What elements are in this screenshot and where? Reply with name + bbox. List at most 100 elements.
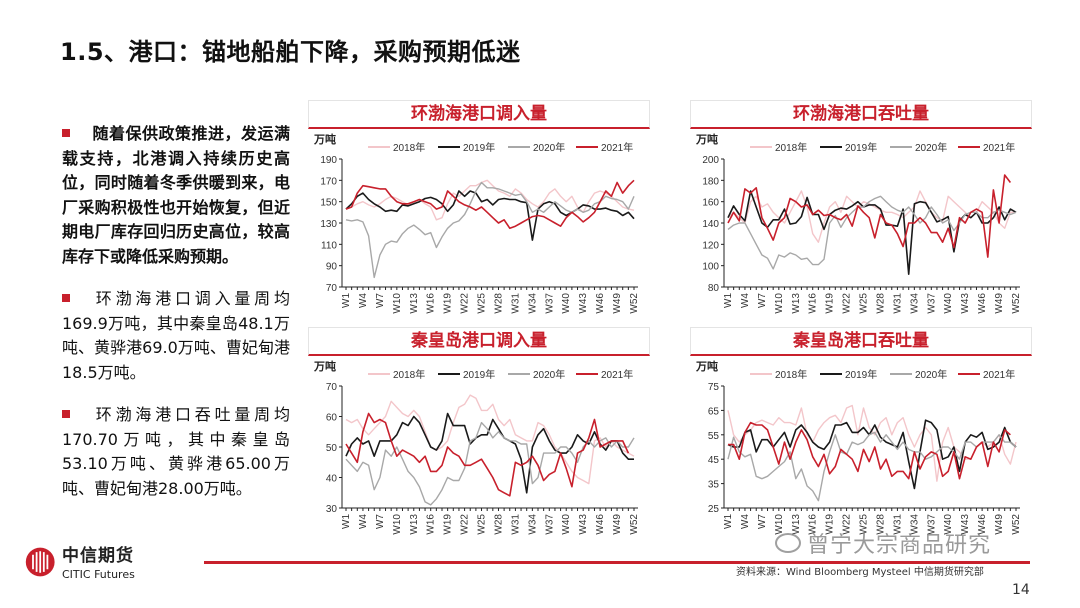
y-axis-unit: 万吨: [695, 359, 718, 373]
y-tick-label: 200: [702, 155, 719, 166]
legend-label: 2019年: [463, 141, 495, 154]
x-tick-label: W46: [595, 293, 606, 314]
legend-label: 2019年: [463, 368, 495, 381]
footer-divider: [204, 561, 1030, 564]
watermark: 曾宁大宗商品研究: [775, 533, 991, 558]
chart-title: 环渤海港口吞吐量: [690, 100, 1032, 129]
x-tick-label: W4: [740, 293, 751, 308]
y-tick-label: 50: [326, 443, 338, 454]
bullet-item: 环渤海港口调入量周均169.9万吨，其中秦皇岛48.1万吨、黄骅港69.0万吨、…: [62, 289, 290, 382]
legend-label: 2018年: [393, 368, 425, 381]
chart-bohai-inflow: 万吨 2018年 2019年 2020年 2021年 70 90 110 130 150 170 19…: [313, 132, 640, 314]
x-tick-label: W16: [426, 514, 437, 535]
x-tick-label: W49: [612, 514, 623, 535]
logo-name-en: CITIC Futures: [62, 568, 135, 581]
y-tick-label: 140: [702, 219, 719, 230]
legend-label: 2021年: [601, 141, 633, 154]
y-axis-unit: 万吨: [313, 132, 336, 146]
legend-label: 2018年: [775, 141, 807, 154]
y-tick-label: 45: [708, 455, 720, 466]
x-tick-label: W4: [740, 514, 751, 529]
chart-panel-bohai-inflow: 环渤海港口调入量 万吨 2018年 2019年 2020年 2021年 70 90 110 13…: [308, 100, 650, 325]
y-tick-label: 90: [326, 262, 338, 273]
y-axis-unit: 万吨: [313, 359, 336, 373]
x-tick-label: W10: [392, 514, 403, 535]
x-tick-label: W43: [578, 293, 589, 314]
wechat-icon: [775, 533, 801, 553]
y-tick-label: 65: [708, 406, 720, 417]
x-tick-label: W16: [808, 514, 819, 535]
x-tick-label: W22: [842, 293, 853, 314]
x-tick-label: W13: [409, 293, 420, 314]
chart-qhd-inflow: 万吨 2018年 2019年 2020年 2021年 30 40 50 60 70 W1 W4 W7 W1…: [313, 359, 640, 535]
source-note: 资料来源：Wind Bloomberg Mysteel 中信期货研究部: [736, 567, 984, 578]
x-tick-label: W37: [544, 293, 555, 314]
x-tick-label: W31: [892, 514, 903, 535]
bullet-square-icon: [62, 410, 70, 418]
x-tick-label: W25: [859, 514, 870, 535]
x-tick-label: W25: [859, 293, 870, 314]
x-tick-label: W10: [774, 293, 785, 314]
legend-label: 2020年: [533, 368, 565, 381]
series-line-2018: [345, 179, 635, 221]
legend-label: 2020年: [915, 368, 947, 381]
x-tick-label: W28: [875, 514, 886, 535]
legend-label: 2019年: [845, 141, 877, 154]
x-tick-label: W43: [960, 514, 971, 535]
x-tick-label: W31: [510, 514, 521, 535]
x-tick-label: W28: [875, 293, 886, 314]
x-tick-label: W49: [994, 293, 1005, 314]
x-tick-label: W40: [561, 293, 572, 314]
legend-label: 2021年: [983, 368, 1015, 381]
x-tick-label: W52: [629, 293, 640, 314]
y-tick-label: 120: [702, 240, 719, 251]
x-tick-label: W1: [341, 293, 352, 308]
x-tick-label: W28: [493, 293, 504, 314]
x-tick-label: W37: [926, 293, 937, 314]
x-tick-label: W22: [460, 293, 471, 314]
x-tick-label: W40: [943, 293, 954, 314]
x-tick-label: W40: [561, 514, 572, 535]
legend-label: 2019年: [845, 368, 877, 381]
x-tick-label: W7: [757, 293, 768, 308]
chart-panel-qhd-inflow: 秦皇岛港口调入量 万吨 2018年 2019年 2020年 2021年 30 40 50 60 7…: [308, 327, 650, 546]
x-tick-label: W7: [375, 514, 386, 529]
x-tick-label: W52: [1011, 293, 1022, 314]
y-tick-label: 170: [320, 176, 337, 187]
series-line-2020: [727, 431, 1017, 502]
logo-name-cn: 中信期货: [62, 546, 134, 566]
x-tick-label: W4: [358, 293, 369, 308]
y-tick-label: 80: [708, 283, 720, 294]
series-line-2021: [345, 412, 630, 497]
series-line-2021: [345, 179, 635, 230]
series-line-2019: [727, 419, 1017, 490]
x-tick-label: W13: [791, 293, 802, 314]
chart-title: 环渤海港口调入量: [308, 100, 650, 129]
x-tick-label: W34: [909, 293, 920, 314]
bullet-list: 随着保供政策推进，发运满载支持，北港调入持续历史高位，同时随着冬季供暖到来，电厂…: [62, 122, 290, 519]
x-tick-label: W1: [723, 514, 734, 529]
x-tick-label: W34: [527, 514, 538, 535]
y-tick-label: 60: [326, 413, 338, 424]
x-tick-label: W40: [943, 514, 954, 535]
x-tick-label: W10: [392, 293, 403, 314]
y-tick-label: 70: [326, 382, 338, 393]
y-tick-label: 130: [320, 219, 337, 230]
x-tick-label: W13: [409, 514, 420, 535]
chart-qhd-throughput: 万吨 2018年 2019年 2020年 2021年 25 35 45 55 65 75 W1 W4 W7…: [695, 359, 1022, 535]
x-tick-label: W19: [825, 514, 836, 535]
legend-label: 2018年: [775, 368, 807, 381]
y-tick-label: 70: [326, 283, 338, 294]
x-tick-label: W52: [629, 514, 640, 535]
x-tick-label: W19: [825, 293, 836, 314]
x-tick-label: W19: [443, 514, 454, 535]
x-tick-label: W43: [578, 514, 589, 535]
x-tick-label: W1: [723, 293, 734, 308]
x-tick-label: W49: [994, 514, 1005, 535]
x-tick-label: W10: [774, 514, 785, 535]
citic-logo-icon: [25, 547, 55, 577]
legend-label: 2020年: [915, 141, 947, 154]
y-tick-label: 110: [321, 240, 337, 251]
bullet-item: 随着保供政策推进，发运满载支持，北港调入持续历史高位，同时随着冬季供暖到来，电厂…: [62, 124, 290, 266]
x-tick-label: W25: [477, 514, 488, 535]
